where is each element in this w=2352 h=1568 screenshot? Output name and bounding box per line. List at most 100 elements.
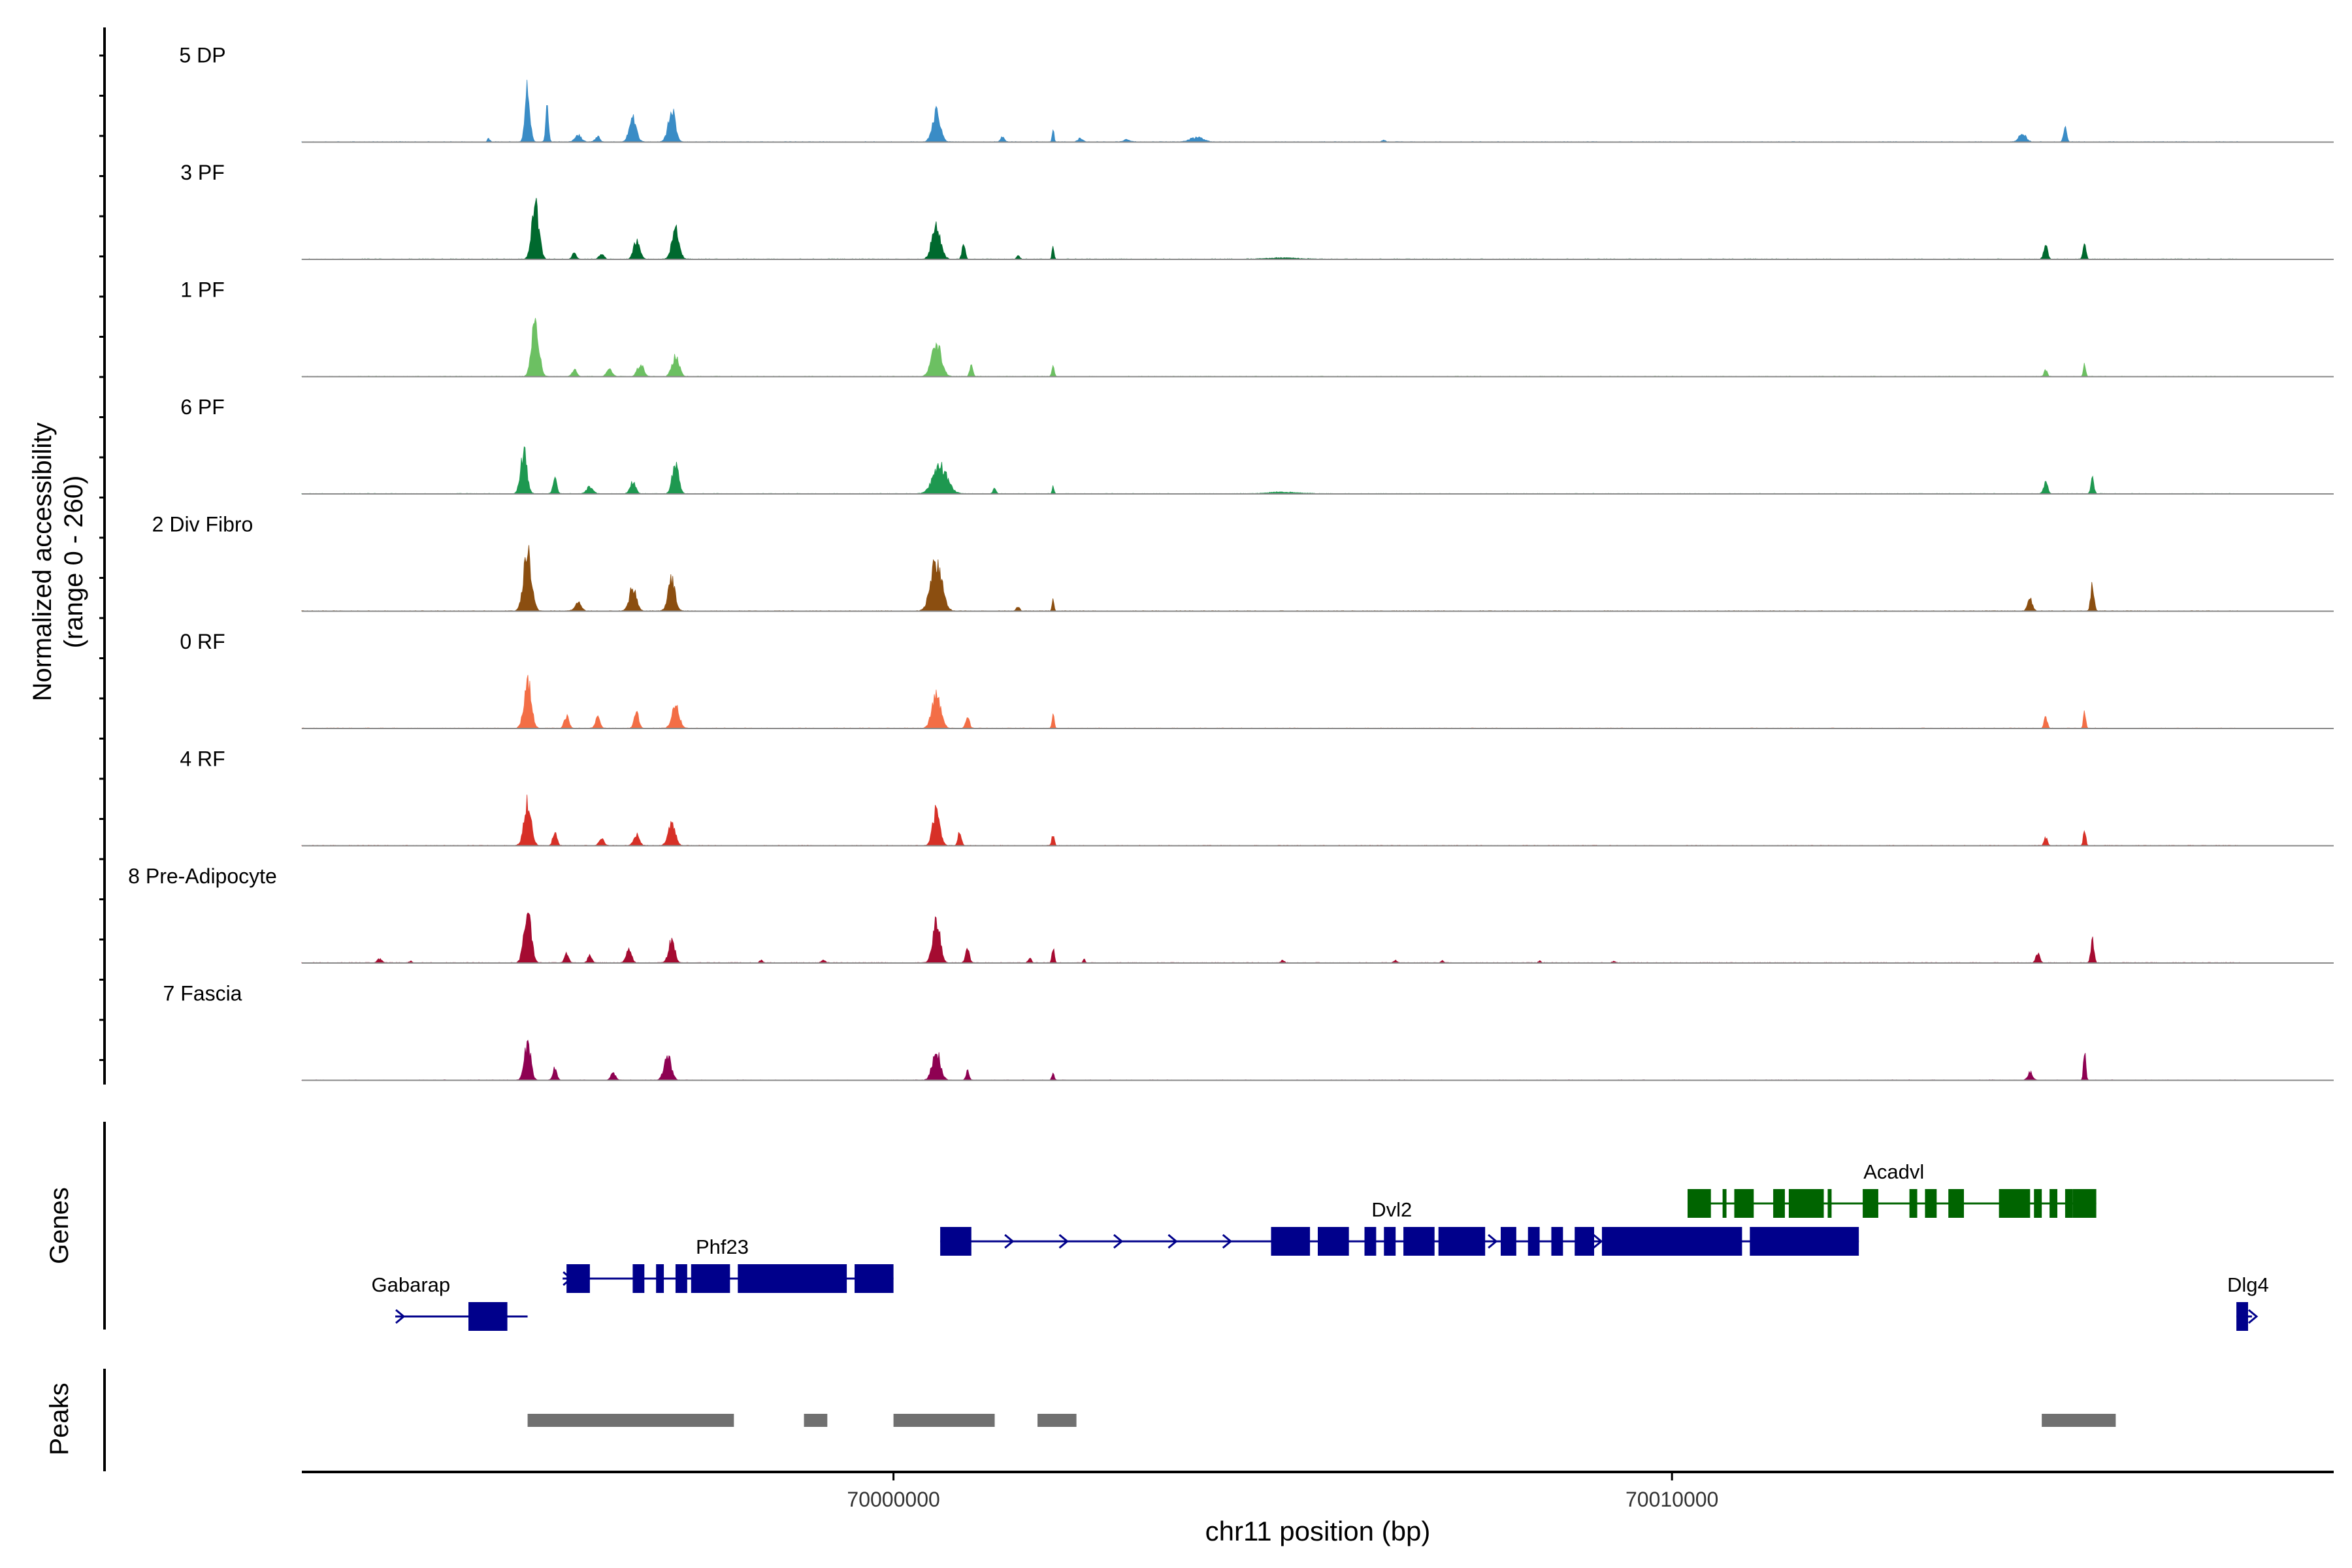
track-4-rf: 4 RF (180, 747, 2334, 847)
gene-label: Phf23 (696, 1235, 749, 1258)
gene-exon (1788, 1189, 1824, 1218)
coverage-panel: 5 DP 3 PF 1 PF 6 PF 2 Div Fibro 0 RF 4 RF 8 Pre… (99, 27, 2334, 1085)
gene-exon (1271, 1227, 1311, 1256)
strand-arrow (1488, 1233, 1498, 1249)
gene-exon (1403, 1227, 1435, 1256)
strand-arrow (1058, 1233, 1069, 1249)
strand-arrow (1168, 1233, 1178, 1249)
gene-models: Gabarap Phf23 Dvl2 Acadvl Dlg4 (371, 1160, 2269, 1331)
gene-exon (2236, 1302, 2248, 1331)
peaks-panel-label: Peaks (45, 1382, 74, 1455)
coverage-area (301, 794, 2241, 846)
gene-exon (1909, 1189, 1918, 1218)
gene-exon (2050, 1189, 2057, 1218)
coverage-area (301, 545, 2241, 612)
peaks-panel: Peaks (45, 1369, 2116, 1471)
gene-exon (691, 1264, 730, 1293)
gene-exon (1827, 1189, 1832, 1218)
strand-arrow (563, 1271, 573, 1286)
track-6-pf: 6 PF (180, 395, 2334, 495)
gene-exon (1438, 1227, 1486, 1256)
coverage-area (301, 446, 2241, 495)
genes-panel-label: Genes (45, 1187, 74, 1264)
track-2-div-fibro: 2 Div Fibro (152, 512, 2334, 612)
track-label: 2 Div Fibro (152, 512, 253, 536)
gene-exon (1734, 1189, 1754, 1218)
track-label: 8 Pre-Adipocyte (128, 864, 277, 888)
peak-region-bar (2042, 1414, 2116, 1427)
gene-exon (675, 1264, 687, 1293)
strand-arrow (2247, 1309, 2259, 1324)
track-label: 3 PF (180, 161, 225, 184)
gene-label: Acadvl (1863, 1160, 1924, 1183)
gene-label: Dvl2 (1371, 1198, 1412, 1221)
gene-exon (738, 1264, 847, 1293)
gene-phf23: Phf23 (563, 1235, 894, 1293)
peak-region-bar (527, 1414, 734, 1427)
track-7-fascia: 7 Fascia (163, 981, 2334, 1081)
coverage-area (301, 1039, 2241, 1081)
strand-arrow (395, 1309, 406, 1324)
gene-exon (1384, 1227, 1396, 1256)
gene-exon (1601, 1227, 1742, 1256)
track-8-pre-adipocyte: 8 Pre-Adipocyte (128, 864, 2334, 964)
track-0-rf: 0 RF (180, 630, 2334, 729)
strand-arrow (1004, 1233, 1015, 1249)
coverage-area (301, 197, 2241, 260)
track-label: 7 Fascia (163, 981, 242, 1005)
gene-exon (1773, 1189, 1785, 1218)
track-label: 5 DP (179, 43, 225, 67)
gene-exon (468, 1302, 508, 1331)
gene-exon (2072, 1189, 2097, 1218)
coverage-area (301, 675, 2241, 729)
x-tick-label: 70010000 (1625, 1488, 1718, 1511)
track-label: 6 PF (180, 395, 225, 419)
gene-exon (1687, 1189, 1711, 1218)
track-5-dp: 5 DP (179, 43, 2334, 143)
gene-exon (656, 1264, 664, 1293)
track-1-pf: 1 PF (180, 278, 2334, 378)
x-axis: 70000000 70010000 chr11 position (bp) (302, 1471, 2334, 1546)
peak-region-bar (1037, 1414, 1077, 1427)
track-label: 1 PF (180, 278, 225, 301)
gene-gabarap: Gabarap (371, 1273, 528, 1331)
gene-exon (1999, 1189, 2031, 1218)
genes-panel: Genes Gabarap Phf23 Dvl2 Acadvl Dlg4 (45, 1122, 2269, 1331)
gene-dlg4: Dlg4 (2227, 1273, 2269, 1331)
gene-exon (1318, 1227, 1349, 1256)
gene-exon (1551, 1227, 1563, 1256)
gene-exon (855, 1264, 894, 1293)
gene-label: Dlg4 (2227, 1273, 2269, 1296)
track-3-pf: 3 PF (180, 161, 2334, 260)
peak-regions (527, 1414, 2116, 1427)
gene-exon (1364, 1227, 1377, 1256)
strand-arrow (1113, 1233, 1124, 1249)
strand-arrow (1222, 1233, 1233, 1249)
coverage-area (301, 912, 2241, 964)
gene-exon (1722, 1189, 1727, 1218)
coverage-area (301, 318, 2241, 377)
track-label: 0 RF (180, 630, 225, 653)
gene-exon (1501, 1227, 1516, 1256)
x-tick-label: 70000000 (847, 1488, 939, 1511)
gene-exon (1750, 1227, 1859, 1256)
gene-exon (1925, 1189, 1937, 1218)
gene-dvl2: Dvl2 (940, 1198, 1859, 1256)
gene-exon (1948, 1189, 1965, 1218)
gene-exon (940, 1227, 972, 1256)
coverage-area (301, 80, 2241, 142)
y-axis-label: Normalized accessibility (28, 423, 57, 702)
track-label: 4 RF (180, 747, 225, 770)
y-axis-label-range: (range 0 - 260) (59, 476, 88, 649)
peak-region-bar (804, 1414, 828, 1427)
gene-exon (1575, 1227, 1595, 1256)
gene-exon (632, 1264, 645, 1293)
peak-region-bar (893, 1414, 995, 1427)
gene-exon (1527, 1227, 1540, 1256)
x-ticks: 70000000 70010000 (847, 1472, 1718, 1511)
gene-label: Gabarap (371, 1273, 450, 1296)
gene-exon (2034, 1189, 2042, 1218)
x-axis-label: chr11 position (bp) (1205, 1516, 1431, 1546)
gene-acadvl: Acadvl (1687, 1160, 2097, 1218)
